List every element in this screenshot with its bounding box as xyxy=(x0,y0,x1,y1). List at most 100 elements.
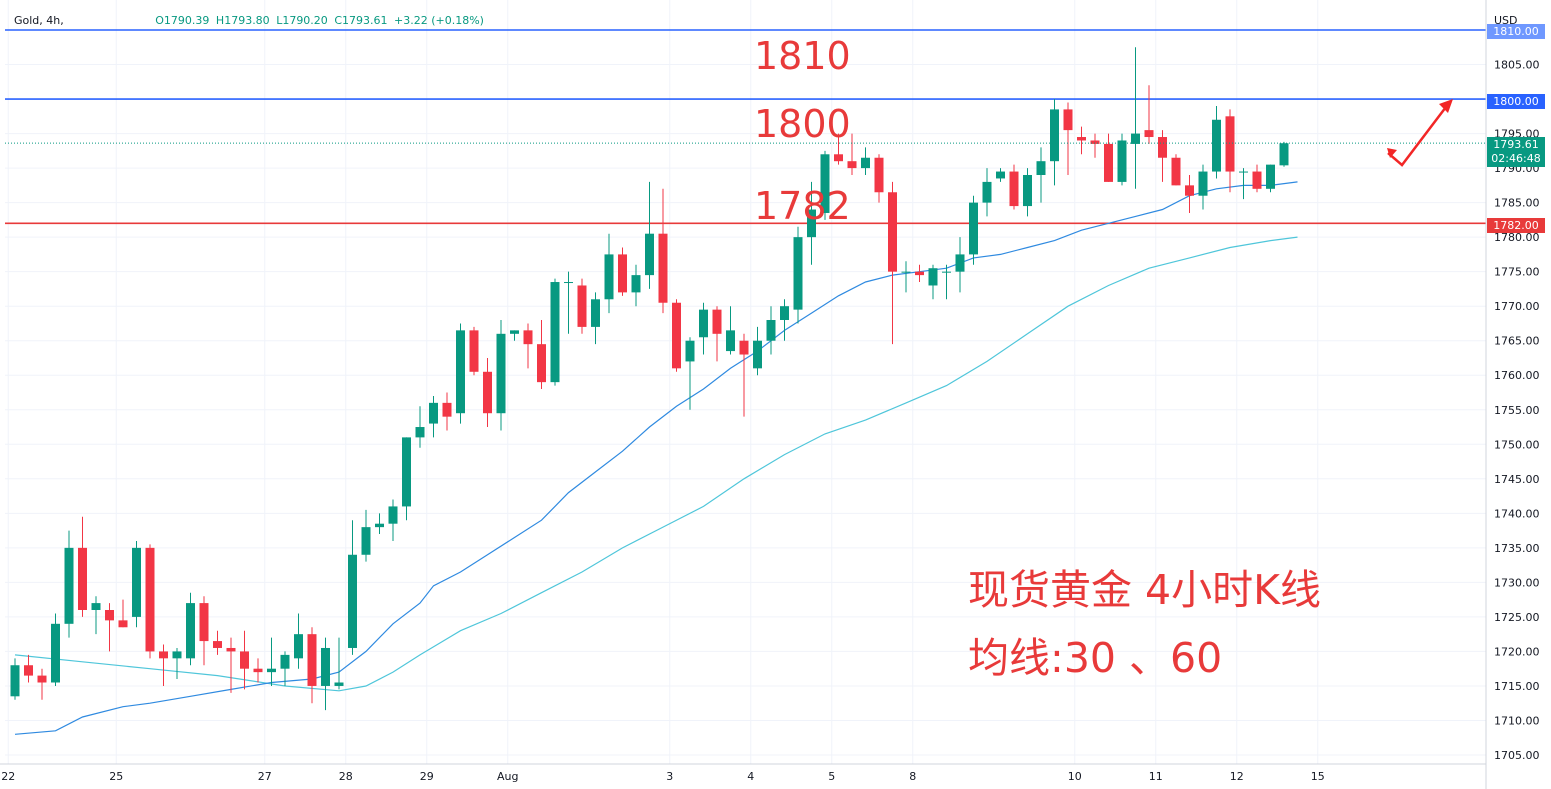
candle-down xyxy=(834,154,843,162)
symbol-title[interactable]: Gold, 4h, xyxy=(14,14,64,27)
candle-down xyxy=(1009,171,1019,207)
x-tick-label: 28 xyxy=(339,770,353,783)
candle-down xyxy=(483,371,492,414)
candle-up xyxy=(64,547,74,624)
last-price-tag[interactable]: 1793.61 02:46:48 xyxy=(1487,137,1545,167)
change-value: +3.22 (+0.18%) xyxy=(393,14,484,27)
candle-up xyxy=(91,603,101,610)
candle-up xyxy=(172,651,182,659)
arrow-small-head xyxy=(1387,148,1397,158)
x-tick-label: 27 xyxy=(258,770,272,783)
x-tick-label: 15 xyxy=(1311,770,1325,783)
candle-up xyxy=(550,282,560,383)
candle-up xyxy=(807,209,816,238)
candle-down xyxy=(1225,116,1235,172)
ma60-path xyxy=(14,236,1298,692)
candle-down xyxy=(253,668,263,673)
y-tick-label: 1780.00 xyxy=(1494,231,1540,244)
candle-down xyxy=(739,340,749,355)
candle-down xyxy=(199,603,209,642)
y-tick-label: 1770.00 xyxy=(1494,300,1540,313)
candle-up xyxy=(996,171,1005,179)
candle-up xyxy=(510,330,519,334)
bar-countdown: 02:46:48 xyxy=(1491,152,1541,165)
candle-up xyxy=(753,340,762,369)
x-tick-label: 12 xyxy=(1230,770,1244,783)
horizontal-levels[interactable] xyxy=(5,29,1486,225)
y-tick-label: 1715.00 xyxy=(1494,680,1540,693)
candle-up xyxy=(726,330,735,352)
x-tick-label: 3 xyxy=(666,770,673,783)
y-tick-label: 1760.00 xyxy=(1494,369,1540,382)
arrow-up-annotation xyxy=(1387,102,1450,167)
y-tick-label: 1775.00 xyxy=(1494,266,1540,279)
candle-down xyxy=(874,157,884,193)
symbol-legend: Gold, 4h, O1790.39 H1793.80 L1790.20 C17… xyxy=(14,14,484,27)
candle-up xyxy=(645,233,654,276)
candle-up xyxy=(780,306,789,320)
candle-down xyxy=(915,271,924,276)
candle-down xyxy=(118,620,128,628)
candle-down xyxy=(442,402,452,417)
ma60-line xyxy=(14,236,1298,692)
y-tick-label: 1735.00 xyxy=(1494,542,1540,555)
candle-up xyxy=(1131,133,1140,144)
x-tick-label: 10 xyxy=(1068,770,1082,783)
candle-down xyxy=(307,634,317,686)
candle-down xyxy=(523,330,533,345)
candle-up xyxy=(348,554,357,648)
level-label-1810: 1810 xyxy=(754,34,851,78)
low-value: L1790.20 xyxy=(276,14,328,27)
x-tick-label: 8 xyxy=(909,770,916,783)
candle-down xyxy=(240,651,249,669)
price-tag-1800[interactable]: 1800.00 xyxy=(1487,94,1545,109)
candle-down xyxy=(1185,185,1194,196)
x-tick-label: 11 xyxy=(1149,770,1163,783)
candle-up xyxy=(267,668,276,673)
candle-down xyxy=(537,344,546,383)
candle-up xyxy=(415,427,425,438)
price-tag-1810[interactable]: 1810.00 xyxy=(1487,24,1545,39)
y-tick-label: 1710.00 xyxy=(1494,714,1540,727)
level-label-1800: 1800 xyxy=(754,102,851,146)
candle-up xyxy=(186,603,195,659)
candle-up xyxy=(388,506,398,524)
candle-up xyxy=(294,634,303,659)
candle-up xyxy=(280,654,290,669)
candle-up xyxy=(982,181,992,203)
candle-up xyxy=(1266,164,1275,189)
candle-down xyxy=(159,651,168,659)
chart-caption-title: 现货黄金 4小时K线 xyxy=(968,566,1322,614)
candle-down xyxy=(672,302,681,369)
candle-up xyxy=(969,202,978,255)
candle-down xyxy=(1158,137,1167,158)
candle-down xyxy=(213,641,222,648)
candle-up xyxy=(604,254,614,300)
candle-down xyxy=(658,233,668,303)
candle-down xyxy=(226,647,236,652)
candle-up xyxy=(496,333,506,414)
open-value: O1790.39 xyxy=(155,14,210,27)
candle-up xyxy=(375,523,384,528)
candle-up xyxy=(456,330,465,414)
x-tick-label: 22 xyxy=(1,770,15,783)
candle-up xyxy=(1117,140,1127,182)
y-tick-label: 1745.00 xyxy=(1494,473,1540,486)
x-tick-label: Aug xyxy=(497,770,518,783)
y-tick-label: 1755.00 xyxy=(1494,404,1540,417)
currency-label: USD xyxy=(1494,14,1518,27)
price-tag-1782[interactable]: 1782.00 xyxy=(1487,218,1545,233)
candle-up xyxy=(321,647,330,686)
candle-up xyxy=(928,268,938,286)
x-tick-label: 4 xyxy=(747,770,754,783)
candle-up xyxy=(901,271,911,273)
y-tick-label: 1705.00 xyxy=(1494,749,1540,762)
close-value: C1793.61 xyxy=(334,14,388,27)
candle-up xyxy=(564,282,573,284)
y-tick-label: 1730.00 xyxy=(1494,576,1540,589)
candle-down xyxy=(1090,140,1100,144)
candle-up xyxy=(334,682,344,686)
candle-down xyxy=(1252,171,1262,189)
candle-down xyxy=(1144,130,1154,138)
